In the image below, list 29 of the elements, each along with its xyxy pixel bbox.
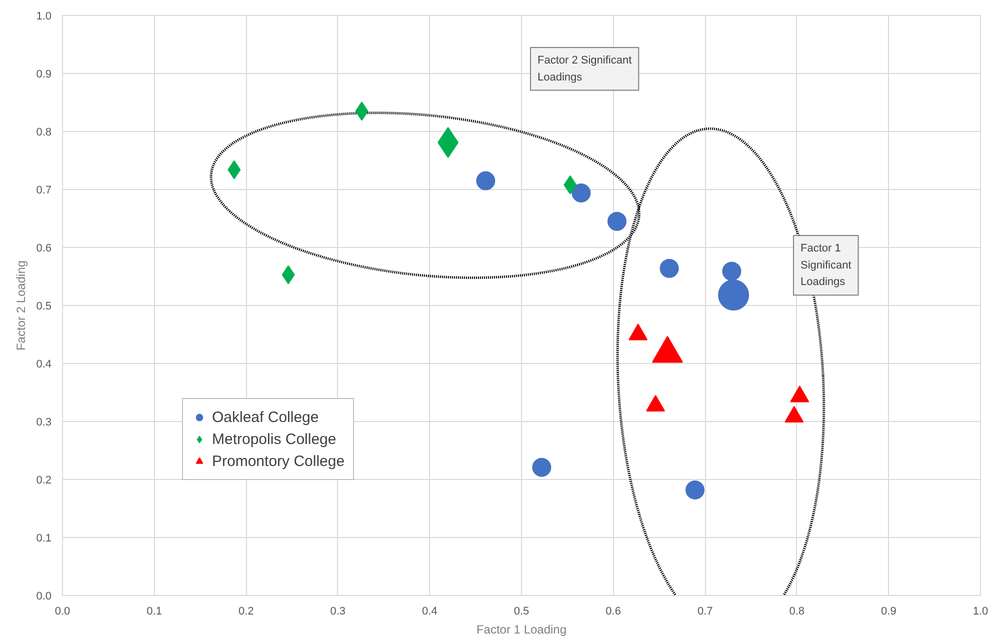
legend-label: Metropolis College <box>212 430 336 449</box>
y-tick-label: 0.0 <box>36 590 52 602</box>
x-tick-label: 0.8 <box>789 606 805 618</box>
legend-label: Oakleaf College <box>212 408 319 427</box>
x-tick-label: 1.0 <box>972 606 988 618</box>
x-tick-label: 0.9 <box>881 606 896 618</box>
annotation: Factor 1 Significant Loadings <box>800 242 852 288</box>
y-tick-label: 0.3 <box>36 416 52 428</box>
y-tick-label: 0.6 <box>36 242 52 254</box>
x-tick-label: 0.5 <box>514 606 530 618</box>
x-tick-label: 0.4 <box>422 606 438 618</box>
legend-label: Promontory College <box>212 452 345 471</box>
x-tick-label: 0.1 <box>146 606 162 618</box>
x-tick-label: 0.7 <box>697 606 713 618</box>
y-tick-label: 0.1 <box>36 532 52 544</box>
y-tick-label: 1.0 <box>36 10 52 22</box>
x-tick-label: 0.2 <box>238 606 254 618</box>
y-tick-label: 0.9 <box>36 68 52 80</box>
y-tick-label: 0.5 <box>36 300 52 312</box>
x-tick-label: 0.3 <box>330 606 346 618</box>
x-tick-label: 0.0 <box>54 606 70 618</box>
y-tick-label: 0.2 <box>36 474 52 486</box>
annotation: Factor 2 Significant Loadings <box>538 54 632 84</box>
x-axis-title: Factor 1 Loading <box>476 622 567 636</box>
y-tick-label: 0.4 <box>36 358 52 370</box>
y-axis-title: Factor 2 Loading <box>14 260 28 351</box>
x-tick-label: 0.6 <box>606 606 621 618</box>
y-tick-label: 0.7 <box>36 184 52 196</box>
y-tick-label: 0.8 <box>36 126 52 138</box>
